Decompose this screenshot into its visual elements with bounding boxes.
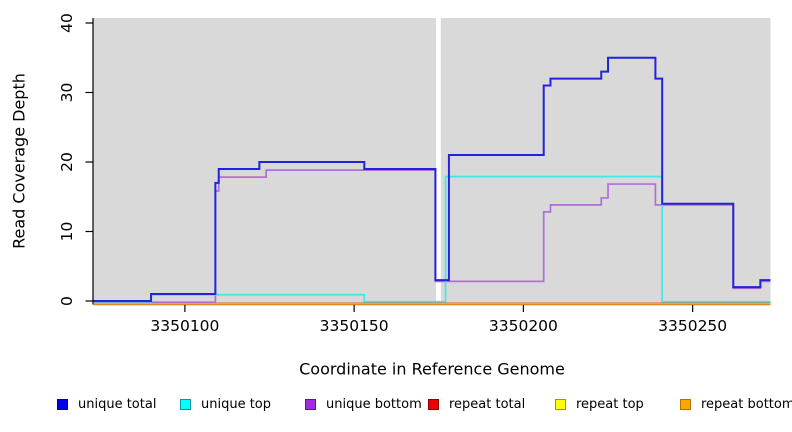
y-tick-label: 30 xyxy=(58,83,76,103)
x-tick-label: 3350250 xyxy=(658,317,727,335)
y-tick-label: 10 xyxy=(58,222,76,242)
series-line-unique-total xyxy=(93,56,771,302)
x-axis-title: Coordinate in Reference Genome xyxy=(299,359,565,379)
y-axis-title: Read Coverage Depth xyxy=(9,73,29,249)
x-tick-label: 3350100 xyxy=(150,317,219,335)
y-tick-label: 0 xyxy=(58,296,76,306)
y-tick-label: 20 xyxy=(58,152,76,172)
coverage-gap-band xyxy=(436,18,441,304)
series-group xyxy=(93,56,771,305)
y-tick-label: 40 xyxy=(58,13,76,33)
plot-panel xyxy=(93,18,771,304)
x-tick-label: 3350200 xyxy=(489,317,558,335)
x-tick-label: 3350150 xyxy=(320,317,389,335)
